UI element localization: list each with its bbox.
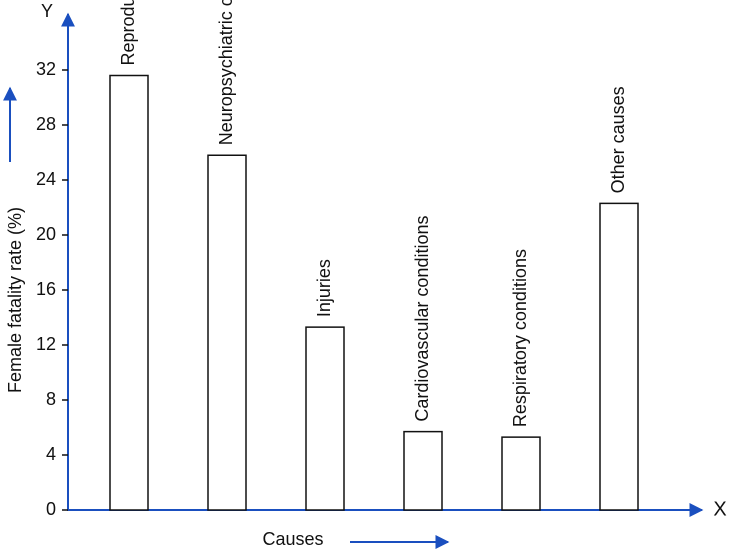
bar <box>599 202 639 511</box>
y-tick-label: 12 <box>36 334 56 354</box>
y-axis-letter: Y <box>41 1 53 21</box>
y-tick-label: 0 <box>46 499 56 519</box>
y-tick-label: 32 <box>36 59 56 79</box>
bar <box>305 326 345 511</box>
bar <box>109 74 149 511</box>
bar <box>207 154 247 511</box>
y-tick-label: 28 <box>36 114 56 134</box>
y-tick-label: 20 <box>36 224 56 244</box>
y-tick-label: 16 <box>36 279 56 299</box>
x-axis-title: Causes <box>262 529 323 549</box>
bar <box>403 430 443 511</box>
y-tick-label: 8 <box>46 389 56 409</box>
y-tick-label: 4 <box>46 444 56 464</box>
category-label: Cardiovascular conditions <box>412 216 432 422</box>
y-axis-title: Female fatality rate (%) <box>5 207 25 393</box>
bar <box>501 436 541 511</box>
x-axis-letter: X <box>713 498 726 520</box>
y-tick-label: 24 <box>36 169 56 189</box>
category-label: Other causes <box>608 86 628 193</box>
category-label: Neuropsychiatric conditions <box>216 0 236 145</box>
category-label: Respiratory conditions <box>510 249 530 427</box>
category-label: Injuries <box>314 259 334 317</box>
category-label: Reproductive health conditions <box>118 0 138 66</box>
